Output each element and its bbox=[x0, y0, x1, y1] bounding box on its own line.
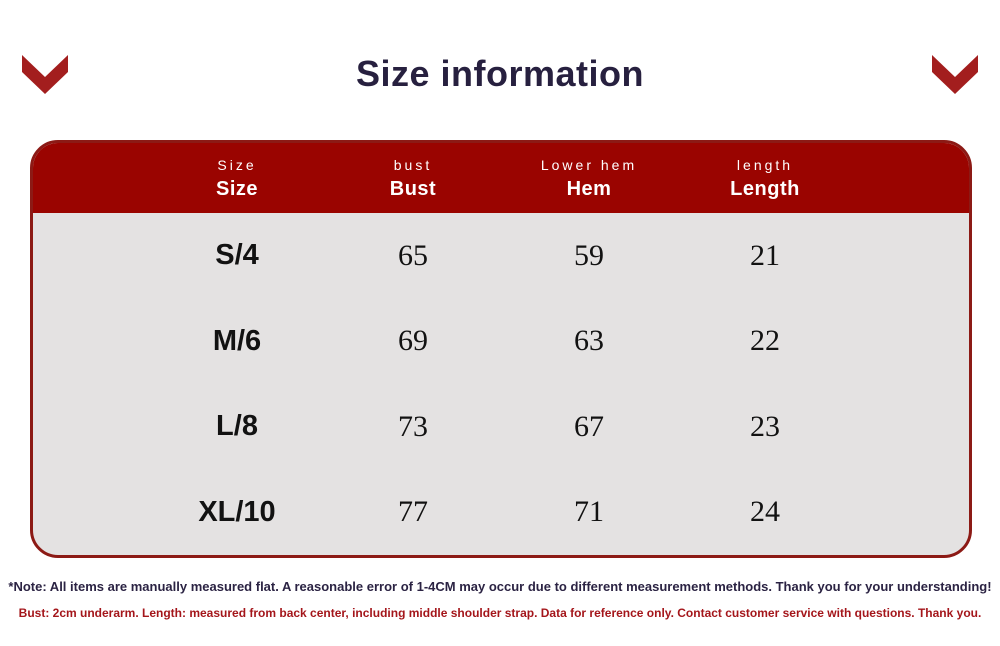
measurement-note: *Note: All items are manually measured f… bbox=[8, 579, 992, 594]
chevron-down-icon bbox=[22, 55, 68, 94]
size-value: S/4 bbox=[215, 239, 259, 272]
column-header-size-main: Size bbox=[215, 178, 259, 200]
table-row-l: L/8 73 67 23 bbox=[149, 384, 853, 470]
chevron-down-icon bbox=[932, 55, 978, 94]
column-header-size-sub: Size bbox=[217, 157, 257, 173]
hem-value: 67 bbox=[574, 409, 604, 443]
table-row-m: M/6 69 63 22 bbox=[149, 299, 853, 385]
table-row-s: S/4 65 59 21 bbox=[149, 213, 853, 299]
bust-value: 77 bbox=[398, 495, 428, 529]
column-header-bust: bust Bust bbox=[325, 143, 501, 213]
column-header-length-sub: length bbox=[736, 157, 794, 173]
size-value: L/8 bbox=[216, 410, 258, 443]
column-header-length-main: Length bbox=[730, 178, 800, 200]
column-header-hem: Lower hem Hem bbox=[501, 143, 677, 213]
hem-value: 59 bbox=[574, 238, 604, 272]
column-header-bust-sub: bust bbox=[393, 157, 433, 173]
column-header-size: Size Size bbox=[149, 143, 325, 213]
size-table-body: S/4 65 59 21 M/6 69 63 22 L/8 73 67 23 X… bbox=[33, 213, 969, 555]
bust-value: 73 bbox=[398, 409, 428, 443]
size-table: Size Size bust Bust Lower hem Hem length… bbox=[30, 140, 972, 558]
bust-value: 69 bbox=[398, 324, 428, 358]
column-header-bust-main: Bust bbox=[389, 178, 437, 200]
length-value: 21 bbox=[750, 238, 780, 272]
size-value: XL/10 bbox=[198, 495, 276, 528]
column-header-hem-sub: Lower hem bbox=[540, 157, 638, 173]
size-value: M/6 bbox=[212, 324, 262, 357]
table-row-xl: XL/10 77 71 24 bbox=[149, 470, 853, 556]
length-value: 24 bbox=[750, 495, 780, 529]
column-header-hem-main: Hem bbox=[566, 178, 612, 200]
hem-value: 71 bbox=[574, 495, 604, 529]
page-title: Size information bbox=[355, 53, 645, 94]
length-value: 23 bbox=[750, 409, 780, 443]
bust-value: 65 bbox=[398, 238, 428, 272]
size-table-header: Size Size bust Bust Lower hem Hem length… bbox=[33, 143, 969, 213]
column-header-length: length Length bbox=[677, 143, 853, 213]
length-value: 22 bbox=[750, 324, 780, 358]
measurement-detail-note: Bust: 2cm underarm. Length: measured fro… bbox=[18, 606, 982, 620]
hem-value: 63 bbox=[574, 324, 604, 358]
